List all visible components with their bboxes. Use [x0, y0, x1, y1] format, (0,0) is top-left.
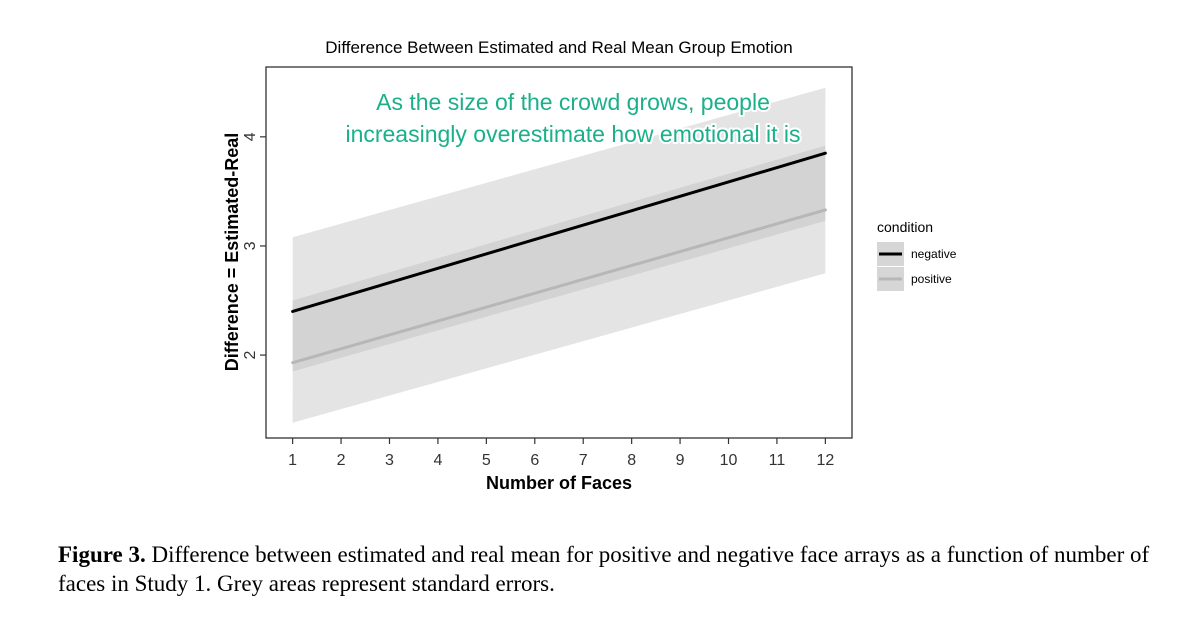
ci-band-negative: [292, 87, 826, 372]
x-tick-label: 2: [337, 452, 346, 469]
legend: condition negative positive: [877, 219, 957, 291]
standard-error-bands: [292, 87, 826, 423]
x-tick-label: 11: [769, 452, 786, 469]
series-line-positive: [291, 208, 827, 365]
annotation-line-2: increasingly overestimate how emotional …: [345, 121, 800, 147]
x-tick-label: 7: [579, 452, 588, 469]
legend-label-negative: negative: [911, 247, 957, 261]
x-tick-label: 8: [627, 452, 636, 469]
plot-panel-border: [265, 66, 853, 439]
annotation: As the size of the crowd grows, people in…: [343, 87, 802, 149]
x-tick-label: 9: [676, 452, 685, 469]
x-tick-label: 10: [720, 452, 738, 469]
y-axis-label: Difference = Estimated-Real: [222, 133, 242, 372]
x-tick-label: 4: [433, 452, 442, 469]
legend-title: condition: [877, 219, 933, 235]
caption-text: Difference between estimated and real me…: [58, 542, 1150, 596]
x-axis: 1 2 3 4 5 6 7 8 9 10 11 12: [288, 438, 834, 469]
annotation-line-1: As the size of the crowd grows, people: [376, 89, 770, 115]
y-tick-label: 2: [242, 351, 259, 360]
series-line-negative: [291, 151, 827, 313]
figure-caption: Figure 3. Difference between estimated a…: [58, 540, 1168, 598]
x-tick-label: 3: [385, 452, 394, 469]
y-tick-label: 3: [242, 241, 259, 250]
x-tick-label: 6: [530, 452, 539, 469]
ci-band-positive: [292, 145, 826, 423]
series-lines: [291, 151, 827, 365]
caption-label: Figure 3.: [58, 542, 146, 567]
x-tick-label: 1: [288, 452, 297, 469]
y-axis: 2 3 4: [242, 132, 266, 360]
x-tick-label: 12: [816, 452, 834, 469]
x-tick-label: 5: [482, 452, 491, 469]
y-tick-label: 4: [242, 132, 259, 141]
x-axis-label: Number of Faces: [486, 473, 632, 493]
chart-title: Difference Between Estimated and Real Me…: [325, 38, 792, 57]
legend-label-positive: positive: [911, 272, 952, 286]
